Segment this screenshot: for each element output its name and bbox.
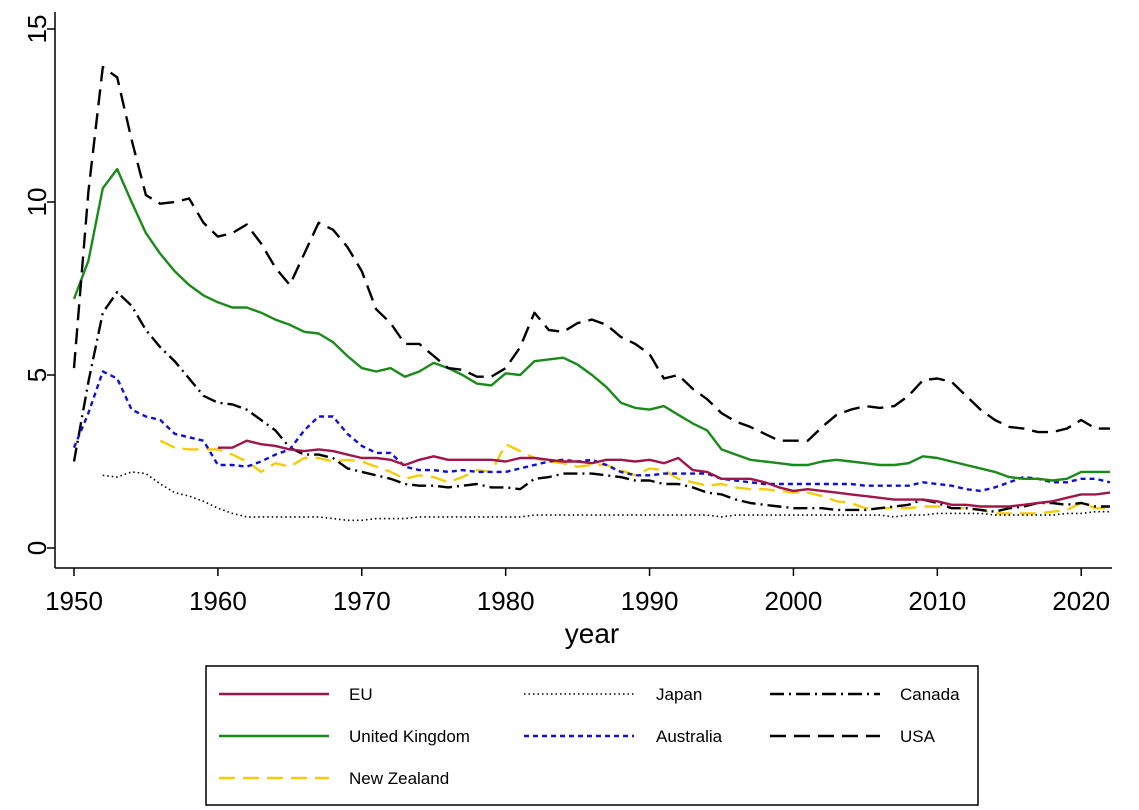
plot-area bbox=[72, 65, 1111, 522]
series-line-usa bbox=[72, 65, 1110, 442]
x-tick-label: 2010 bbox=[908, 586, 966, 616]
legend-label: New Zealand bbox=[349, 769, 449, 788]
legend-label: Japan bbox=[656, 685, 702, 704]
series-line-canada bbox=[72, 290, 1110, 513]
x-tick-label: 1960 bbox=[189, 586, 247, 616]
legend-item-japan: Japan bbox=[524, 685, 702, 704]
legend-label: United Kingdom bbox=[349, 727, 470, 746]
x-tick-label: 1950 bbox=[45, 586, 103, 616]
legend-item-canada: Canada bbox=[770, 685, 960, 704]
legend-item-eu: EU bbox=[219, 685, 373, 704]
series-line-eu bbox=[217, 439, 1111, 508]
legend-label: USA bbox=[900, 727, 936, 746]
y-tick-label: 15 bbox=[22, 15, 52, 44]
x-tick-label: 1970 bbox=[333, 586, 391, 616]
legend-item-new-zealand: New Zealand bbox=[219, 769, 449, 788]
legend-item-united-kingdom: United Kingdom bbox=[219, 727, 470, 746]
x-tick-label: 2020 bbox=[1052, 586, 1110, 616]
axes: 0 5 10 15 1950 1960 1970 1980 1990 2000 2010 2020 bbox=[22, 12, 1112, 616]
x-tick-label: 1990 bbox=[621, 586, 679, 616]
x-axis-title: year bbox=[565, 618, 619, 649]
legend: EU Japan Canada United Kingdom Australia USA N… bbox=[205, 665, 979, 806]
x-tick-label: 2000 bbox=[765, 586, 823, 616]
legend-item-australia: Australia bbox=[524, 727, 723, 746]
legend-label: EU bbox=[349, 685, 373, 704]
series-line-japan bbox=[102, 471, 1110, 522]
x-tick-label: 1980 bbox=[477, 586, 535, 616]
series-line-united-kingdom bbox=[72, 167, 1110, 482]
legend-label: Canada bbox=[900, 685, 960, 704]
legend-label: Australia bbox=[656, 727, 723, 746]
legend-item-usa: USA bbox=[770, 727, 936, 746]
y-tick-label: 0 bbox=[22, 541, 52, 555]
y-tick-label: 10 bbox=[22, 188, 52, 217]
y-tick-label: 5 bbox=[22, 368, 52, 382]
